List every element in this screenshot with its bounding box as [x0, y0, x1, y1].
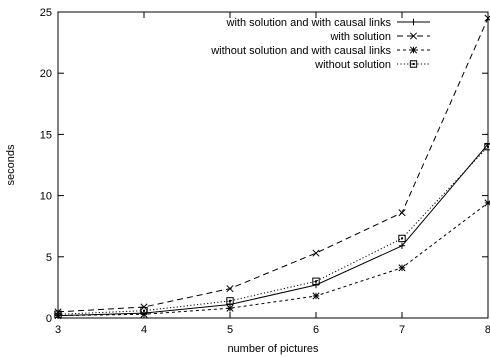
legend-item: with solution and with causal links [226, 17, 430, 29]
legend-item: with solution [329, 31, 430, 43]
x-tick-label: 3 [55, 324, 61, 336]
data-point [226, 297, 234, 305]
series-line [57, 143, 489, 317]
data-point [484, 14, 490, 22]
legend-label: without solution [314, 59, 391, 71]
legend-item: without solution and with causal links [210, 45, 430, 57]
data-point [398, 264, 406, 272]
data-point [398, 209, 406, 217]
plot-frame [57, 11, 489, 319]
legend-label: with solution [329, 31, 391, 43]
series-line [57, 202, 489, 317]
x-tick-label: 4 [141, 324, 147, 336]
series-1 [54, 140, 490, 319]
legend: with solution and with causal links with … [210, 17, 430, 71]
y-tick-label: 10 [40, 191, 52, 203]
legend-label: without solution and with causal links [210, 45, 391, 57]
y-axis: 0 5 10 15 20 25 [40, 7, 488, 325]
x-tick-label: 6 [313, 324, 319, 336]
legend-label: with solution and with causal links [226, 17, 392, 29]
x-tick-label: 7 [399, 324, 405, 336]
series-2 [54, 14, 490, 316]
legend-marker [409, 32, 418, 40]
y-tick-label: 20 [40, 68, 52, 80]
series-line [57, 17, 489, 313]
x-axis: 3 4 5 6 7 8 [55, 12, 490, 336]
legend-marker [410, 18, 417, 26]
series-line [57, 146, 489, 315]
data-point [484, 199, 490, 207]
legend-marker [409, 46, 418, 54]
y-tick-label: 15 [40, 129, 52, 141]
data-point [140, 306, 148, 315]
legend-marker [409, 60, 418, 68]
series-4 [54, 142, 490, 319]
y-tick-label: 0 [46, 313, 52, 325]
data-point [398, 242, 406, 249]
x-tick-label: 5 [227, 324, 233, 336]
y-tick-label: 25 [40, 7, 52, 19]
data-point [226, 285, 234, 293]
x-axis-label: number of pictures [227, 343, 319, 355]
data-point [312, 277, 320, 285]
series-layer [54, 14, 490, 320]
data-point [484, 142, 490, 151]
y-tick-label: 5 [46, 252, 52, 264]
legend-item: without solution [314, 59, 430, 71]
x-tick-label: 8 [485, 324, 490, 336]
data-point [398, 234, 406, 243]
data-point [312, 292, 320, 300]
data-point [312, 249, 320, 257]
data-point [226, 304, 234, 312]
series-3 [54, 199, 490, 320]
y-axis-label: seconds [5, 144, 17, 185]
data-point [54, 310, 62, 319]
